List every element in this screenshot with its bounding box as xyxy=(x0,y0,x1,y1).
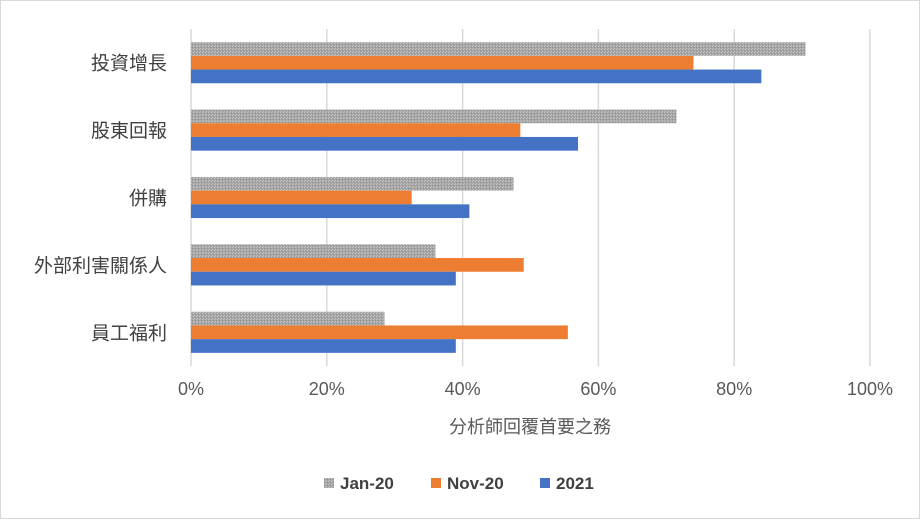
x-axis-title: 分析師回覆首要之務 xyxy=(449,417,611,438)
category-label-1: 股東回報 xyxy=(91,120,167,142)
bar-Nov-20-0 xyxy=(191,55,694,70)
legend-swatch-0 xyxy=(324,478,334,488)
bar-Nov-20-4 xyxy=(191,325,568,340)
bar-Nov-20-2 xyxy=(191,190,412,205)
bar-2021-1 xyxy=(191,136,579,151)
x-tick-label-5: 100% xyxy=(847,379,893,399)
bar-Nov-20-3 xyxy=(191,258,524,272)
legend: Jan-20 Nov-20 2021 xyxy=(324,474,594,493)
legend-swatch-1 xyxy=(431,478,441,488)
bar-Jan-20-1 xyxy=(191,109,677,124)
category-label-3: 外部利害關係人 xyxy=(34,255,167,277)
x-tick-label-0: 0% xyxy=(178,379,204,399)
category-label-0: 投資增長 xyxy=(91,53,167,75)
bar-Jan-20-2 xyxy=(191,176,514,191)
bars xyxy=(191,42,806,353)
x-tick-label-4: 80% xyxy=(716,379,752,399)
bar-2021-0 xyxy=(191,69,762,84)
bar-2021-2 xyxy=(191,204,470,219)
x-tick-label-2: 40% xyxy=(445,379,481,399)
bar-Jan-20-4 xyxy=(191,311,385,326)
category-label-4: 員工福利 xyxy=(91,322,167,344)
bar-2021-4 xyxy=(191,339,456,353)
x-tick-label-3: 60% xyxy=(580,379,616,399)
legend-swatch-2 xyxy=(540,478,550,488)
bar-Jan-20-0 xyxy=(191,42,806,56)
bar-Nov-20-1 xyxy=(191,123,521,137)
x-tick-labels: 0% 20% 40% 60% 80% 100% xyxy=(178,379,893,399)
legend-label-1: Nov-20 xyxy=(447,474,504,493)
bar-Jan-20-3 xyxy=(191,244,436,259)
bar-2021-3 xyxy=(191,271,456,286)
legend-label-0: Jan-20 xyxy=(340,474,394,493)
x-tick-label-1: 20% xyxy=(309,379,345,399)
legend-label-2: 2021 xyxy=(556,474,594,493)
category-label-2: 併購 xyxy=(129,188,167,210)
